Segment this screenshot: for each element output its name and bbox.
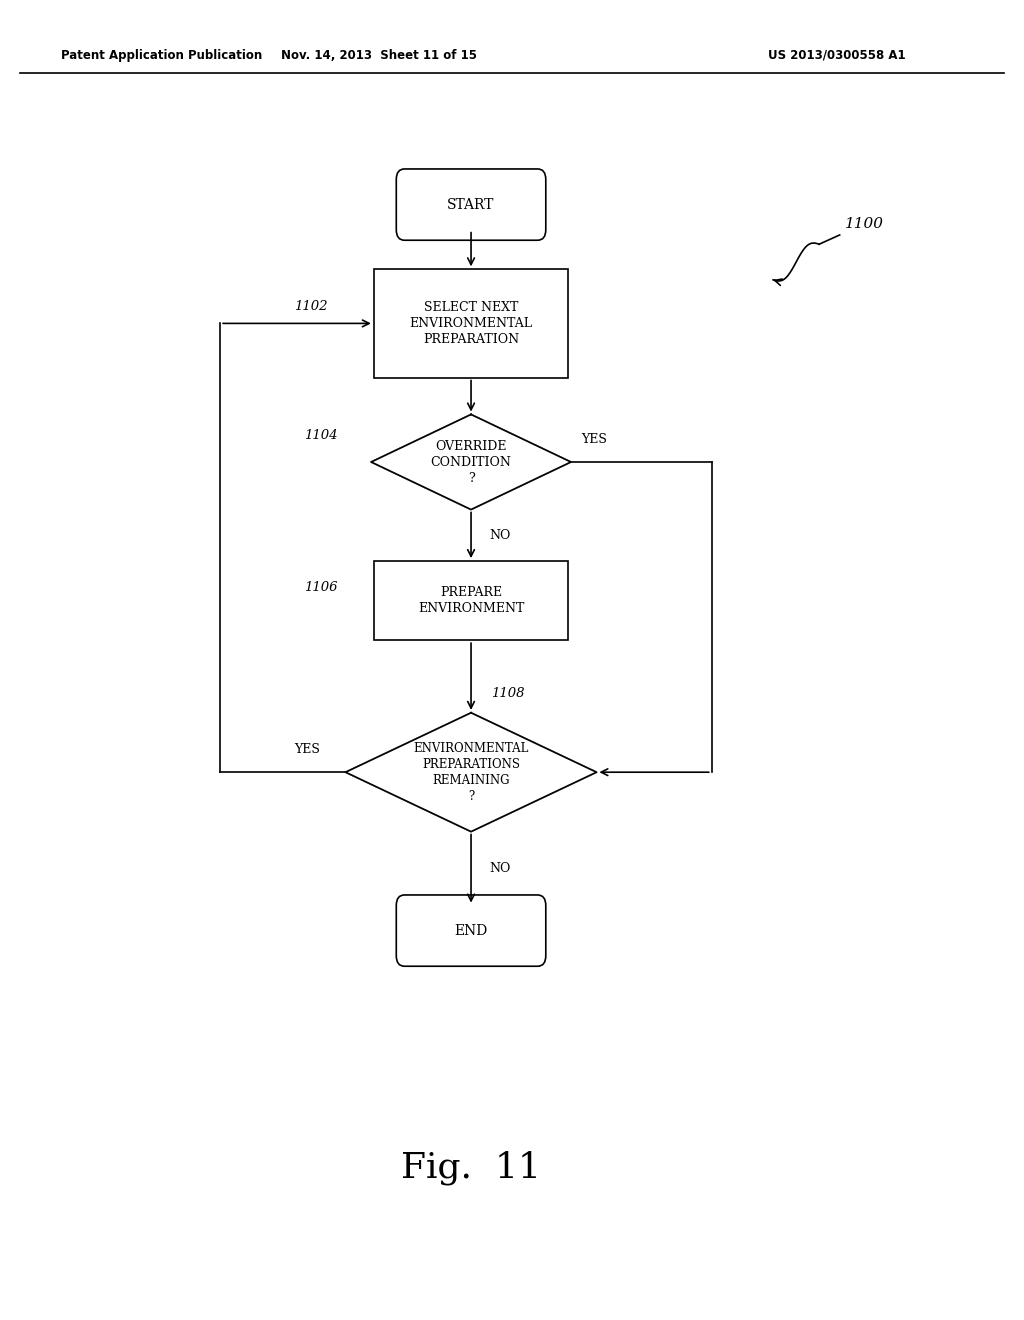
Text: 1104: 1104 bbox=[304, 429, 338, 442]
Text: START: START bbox=[447, 198, 495, 211]
Bar bbox=[374, 269, 568, 378]
Text: END: END bbox=[455, 924, 487, 937]
Text: OVERRIDE
CONDITION
?: OVERRIDE CONDITION ? bbox=[431, 440, 511, 484]
Text: NO: NO bbox=[489, 862, 511, 875]
Text: ENVIRONMENTAL
PREPARATIONS
REMAINING
?: ENVIRONMENTAL PREPARATIONS REMAINING ? bbox=[414, 742, 528, 803]
Text: YES: YES bbox=[582, 433, 607, 446]
Text: 1108: 1108 bbox=[492, 686, 525, 700]
Polygon shape bbox=[372, 414, 571, 510]
Bar bbox=[374, 561, 568, 640]
Polygon shape bbox=[346, 713, 596, 832]
Text: SELECT NEXT
ENVIRONMENTAL
PREPARATION: SELECT NEXT ENVIRONMENTAL PREPARATION bbox=[410, 301, 532, 346]
FancyBboxPatch shape bbox=[396, 895, 546, 966]
Text: Patent Application Publication: Patent Application Publication bbox=[61, 49, 263, 62]
Text: US 2013/0300558 A1: US 2013/0300558 A1 bbox=[768, 49, 905, 62]
Text: NO: NO bbox=[489, 529, 511, 541]
Text: Fig.  11: Fig. 11 bbox=[401, 1151, 541, 1185]
Text: 1102: 1102 bbox=[294, 300, 328, 313]
Text: PREPARE
ENVIRONMENT: PREPARE ENVIRONMENT bbox=[418, 586, 524, 615]
Text: 1106: 1106 bbox=[304, 581, 338, 594]
Text: Nov. 14, 2013  Sheet 11 of 15: Nov. 14, 2013 Sheet 11 of 15 bbox=[281, 49, 477, 62]
Text: 1100: 1100 bbox=[845, 216, 884, 231]
FancyBboxPatch shape bbox=[396, 169, 546, 240]
Text: YES: YES bbox=[294, 743, 319, 756]
